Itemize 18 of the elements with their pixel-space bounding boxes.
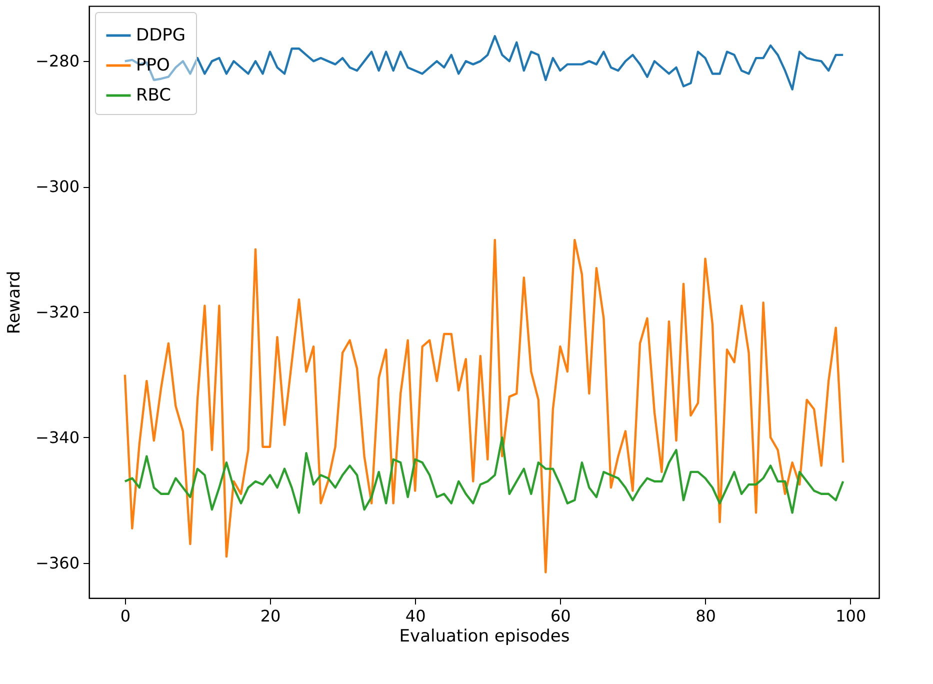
legend-label: DDPG [136, 26, 186, 46]
y-tick-label: −320 [36, 302, 80, 322]
x-tick-label: 0 [120, 606, 131, 626]
x-tick-label: 80 [696, 606, 716, 626]
line-series [124, 436, 844, 514]
x-tick-label: 60 [550, 606, 571, 626]
legend-label: PPO [136, 56, 170, 76]
y-tick-label: −280 [36, 52, 80, 71]
line-series [124, 238, 844, 574]
y-tick-label: −340 [36, 428, 80, 447]
y-tick-label: −300 [36, 177, 80, 196]
legend-label: RBC [136, 86, 172, 106]
x-tick-label: 100 [836, 606, 866, 626]
x-tick-label: 20 [260, 606, 281, 626]
y-tick-label: −360 [36, 553, 80, 572]
x-axis-title: Evaluation episodes [399, 626, 570, 646]
x-tick-label: 40 [405, 606, 426, 626]
y-axis-title: Reward [4, 270, 25, 334]
